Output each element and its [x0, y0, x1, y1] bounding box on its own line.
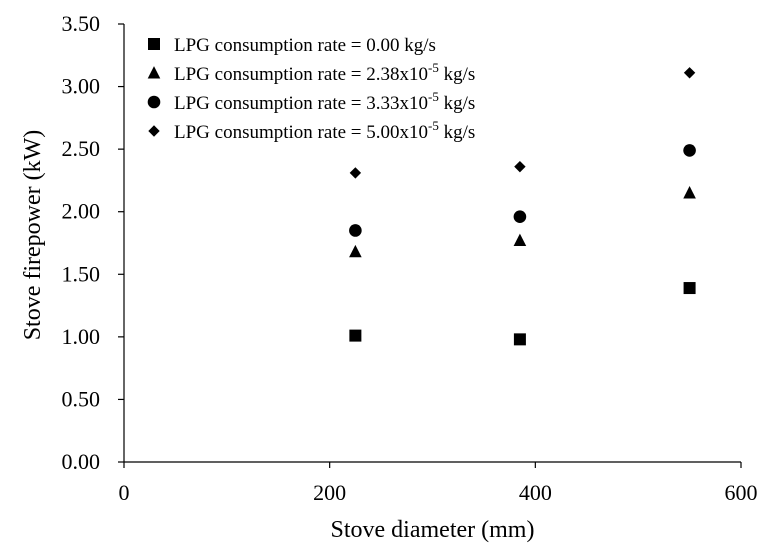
y-tick-label: 0.50 [62, 386, 101, 411]
legend-label: LPG consumption rate = 3.33x10-5 kg/s [174, 89, 475, 114]
legend-marker-diamond [148, 125, 159, 136]
legend-marker-triangle [148, 66, 161, 78]
legend-label-unit: kg/s [439, 64, 475, 85]
legend-label: LPG consumption rate = 0.00 kg/s [174, 35, 436, 56]
legend-label-base: LPG consumption rate = 0.00 kg/s [174, 35, 436, 56]
data-point-circle [349, 224, 362, 237]
data-point-diamond [350, 167, 361, 178]
y-tick-label: 1.00 [62, 324, 101, 349]
series-circle [349, 144, 696, 237]
legend-label-unit: kg/s [439, 122, 475, 143]
y-tick-label: 2.00 [62, 199, 101, 224]
legend-item: LPG consumption rate = 2.38x10-5 kg/s [148, 60, 476, 85]
data-point-triangle [514, 234, 527, 246]
legend-label-base: LPG consumption rate = 2.38x10 [174, 64, 428, 85]
legend-label-base: LPG consumption rate = 3.33x10 [174, 93, 428, 114]
y-tick-label: 3.00 [62, 74, 101, 99]
data-point-circle [514, 210, 527, 223]
y-tick-label: 0.00 [62, 449, 101, 474]
series-square [349, 282, 695, 345]
legend-marker-square [148, 38, 160, 50]
y-tick-label: 2.50 [62, 136, 101, 161]
legend-label: LPG consumption rate = 5.00x10-5 kg/s [174, 118, 475, 143]
tick-labels: 0.00 0.50 1.00 1.50 2.00 2.50 3.00 3.50 0 200 400 6… [62, 11, 758, 505]
x-axis-title: Stove diameter (mm) [331, 517, 535, 543]
legend-label-unit: kg/s [439, 93, 475, 114]
legend-label-base: LPG consumption rate = 5.00x10 [174, 122, 428, 143]
x-tick-label: 0 [119, 480, 130, 505]
data-point-diamond [514, 161, 525, 172]
data-point-triangle [349, 245, 362, 257]
x-tick-label: 400 [519, 480, 552, 505]
x-tick-label: 200 [313, 480, 346, 505]
legend: LPG consumption rate = 0.00 kg/s LPG cons… [148, 35, 476, 143]
legend-item: LPG consumption rate = 0.00 kg/s [148, 35, 436, 56]
data-point-square [684, 282, 696, 294]
y-axis-title: Stove firepower (kW) [20, 130, 46, 341]
x-tick-label: 600 [725, 480, 758, 505]
legend-label-exponent: -5 [428, 89, 439, 104]
data-point-triangle [683, 186, 696, 198]
legend-label-exponent: -5 [428, 60, 439, 75]
data-point-circle [683, 144, 696, 157]
legend-label: LPG consumption rate = 2.38x10-5 kg/s [174, 60, 475, 85]
legend-item: LPG consumption rate = 5.00x10-5 kg/s [148, 118, 475, 143]
y-tick-label: 1.50 [62, 261, 101, 286]
data-point-square [514, 333, 526, 345]
legend-label-exponent: -5 [428, 118, 439, 133]
data-point-diamond [684, 67, 695, 78]
y-tick-label: 3.50 [62, 11, 101, 36]
legend-item: LPG consumption rate = 3.33x10-5 kg/s [148, 89, 476, 114]
legend-marker-circle [148, 96, 161, 109]
data-point-square [349, 330, 361, 342]
